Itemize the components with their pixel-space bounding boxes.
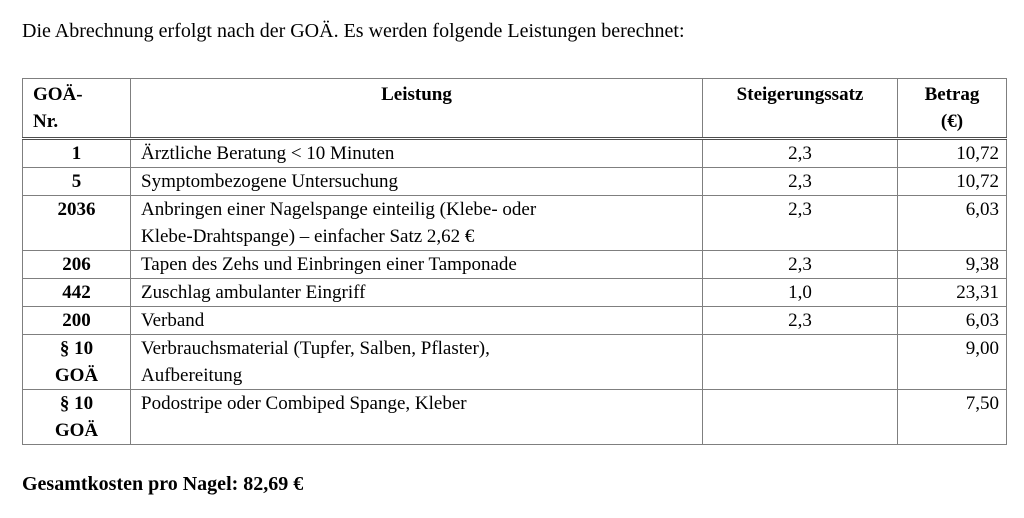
- cell-betrag: 9,38: [897, 250, 1007, 279]
- table-row: 200 Verband 2,3 6,03: [22, 306, 1007, 335]
- cell-betrag: 10,72: [897, 167, 1007, 196]
- table-row: 442 Zuschlag ambulanter Eingriff 1,0 23,…: [22, 278, 1007, 307]
- cell-satz: [702, 334, 898, 390]
- cell-leistung: Verbrauchsmaterial (Tupfer, Salben, Pfla…: [130, 334, 703, 390]
- cell-goa-nr: § 10 GOÄ: [22, 334, 131, 390]
- cell-leistung: Anbringen einer Nagelspange einteilig (K…: [130, 195, 703, 251]
- header-row: GOÄ- Nr. Leistung Steigerungssatz Betrag…: [22, 78, 1007, 140]
- total-line: Gesamtkosten pro Nagel: 82,69 €: [22, 473, 304, 495]
- cell-satz: 2,3: [702, 138, 898, 168]
- billing-table-header: GOÄ- Nr. Leistung Steigerungssatz Betrag…: [22, 78, 1007, 140]
- intro-paragraph: Die Abrechnung erfolgt nach der GOÄ. Es …: [22, 20, 685, 42]
- header-steigerungssatz: Steigerungssatz: [702, 78, 898, 140]
- cell-satz: 2,3: [702, 306, 898, 335]
- cell-satz: [702, 389, 898, 445]
- cell-goa-nr: 1: [22, 138, 131, 168]
- cell-goa-nr: 206: [22, 250, 131, 279]
- cell-satz: 2,3: [702, 195, 898, 251]
- cell-leistung: Ärztliche Beratung < 10 Minuten: [130, 138, 703, 168]
- table-row: § 10 GOÄ Verbrauchsmaterial (Tupfer, Sal…: [22, 334, 1007, 390]
- cell-goa-nr: 442: [22, 278, 131, 307]
- cell-satz: 2,3: [702, 250, 898, 279]
- cell-goa-nr: 2036: [22, 195, 131, 251]
- header-goa-nr: GOÄ- Nr.: [22, 78, 131, 140]
- cell-betrag: 9,00: [897, 334, 1007, 390]
- cell-satz: 2,3: [702, 167, 898, 196]
- table-row: § 10 GOÄ Podostripe oder Combiped Spange…: [22, 389, 1007, 445]
- table-row: 1 Ärztliche Beratung < 10 Minuten 2,3 10…: [22, 138, 1007, 168]
- cell-leistung: Podostripe oder Combiped Spange, Kleber: [130, 389, 703, 445]
- cell-betrag: 7,50: [897, 389, 1007, 445]
- cell-betrag: 10,72: [897, 138, 1007, 168]
- cell-goa-nr: § 10 GOÄ: [22, 389, 131, 445]
- billing-table: GOÄ- Nr. Leistung Steigerungssatz Betrag…: [22, 78, 1007, 445]
- header-leistung: Leistung: [130, 78, 703, 140]
- table-row: 2036 Anbringen einer Nagelspange einteil…: [22, 195, 1007, 251]
- table-row: 5 Symptombezogene Untersuchung 2,3 10,72: [22, 167, 1007, 196]
- cell-betrag: 23,31: [897, 278, 1007, 307]
- cell-leistung: Symptombezogene Untersuchung: [130, 167, 703, 196]
- table-row: 206 Tapen des Zehs und Einbringen einer …: [22, 250, 1007, 279]
- cell-betrag: 6,03: [897, 195, 1007, 251]
- cell-goa-nr: 200: [22, 306, 131, 335]
- billing-table-body: 1 Ärztliche Beratung < 10 Minuten 2,3 10…: [22, 138, 1007, 445]
- cell-leistung: Tapen des Zehs und Einbringen einer Tamp…: [130, 250, 703, 279]
- cell-betrag: 6,03: [897, 306, 1007, 335]
- cell-leistung: Verband: [130, 306, 703, 335]
- cell-leistung: Zuschlag ambulanter Eingriff: [130, 278, 703, 307]
- header-betrag: Betrag (€): [897, 78, 1007, 140]
- cell-satz: 1,0: [702, 278, 898, 307]
- cell-goa-nr: 5: [22, 167, 131, 196]
